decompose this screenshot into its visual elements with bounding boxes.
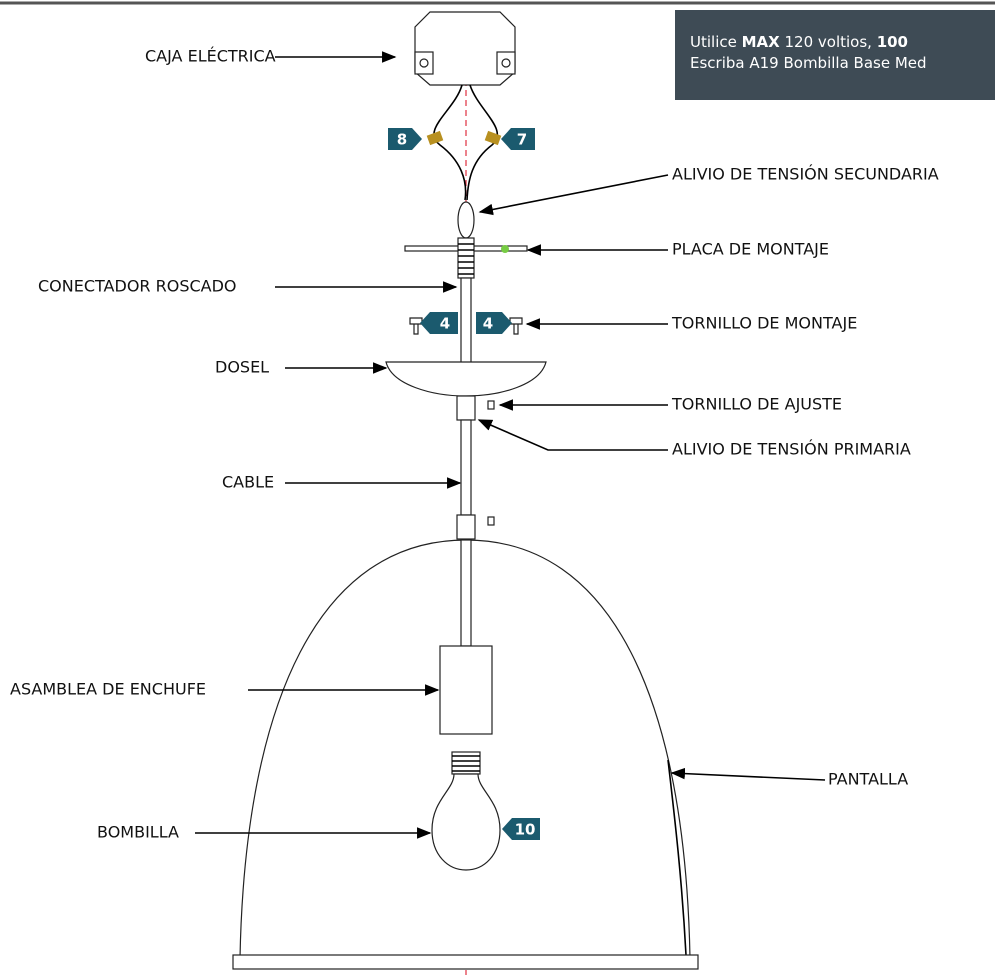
page: {"note": {"line1": {"a": "Utilice ", "b"… — [0, 0, 995, 975]
badge: 4 — [483, 315, 493, 333]
label: CAJA ELÉCTRICA — [145, 47, 276, 66]
badge: 7 — [517, 131, 527, 149]
label: ASAMBLEA DE ENCHUFE — [10, 680, 206, 699]
label: CABLE — [222, 473, 274, 492]
label: BOMBILLA — [97, 823, 179, 842]
label: TORNILLO DE AJUSTE — [671, 395, 842, 414]
drawing — [233, 12, 698, 975]
badge: 8 — [397, 131, 407, 149]
badge: 4 — [440, 315, 450, 333]
label: CONECTADOR ROSCADO — [38, 277, 237, 296]
label: ALIVIO DE TENSIÓN PRIMARIA — [672, 440, 911, 459]
label: ALIVIO DE TENSIÓN SECUNDARIA — [672, 165, 939, 184]
badge: 10 — [515, 821, 536, 839]
label: PLACA DE MONTAJE — [672, 240, 829, 259]
label: TORNILLO DE MONTAJE — [671, 314, 857, 333]
diagram: Utilice MAX 120 voltios, 100 Escriba A19… — [0, 0, 995, 975]
note-line2: Escriba A19 Bombilla Base Med — [690, 54, 927, 72]
note-line1: Utilice MAX 120 voltios, 100 — [690, 33, 908, 51]
label: DOSEL — [215, 358, 269, 377]
label: PANTALLA — [828, 770, 908, 789]
